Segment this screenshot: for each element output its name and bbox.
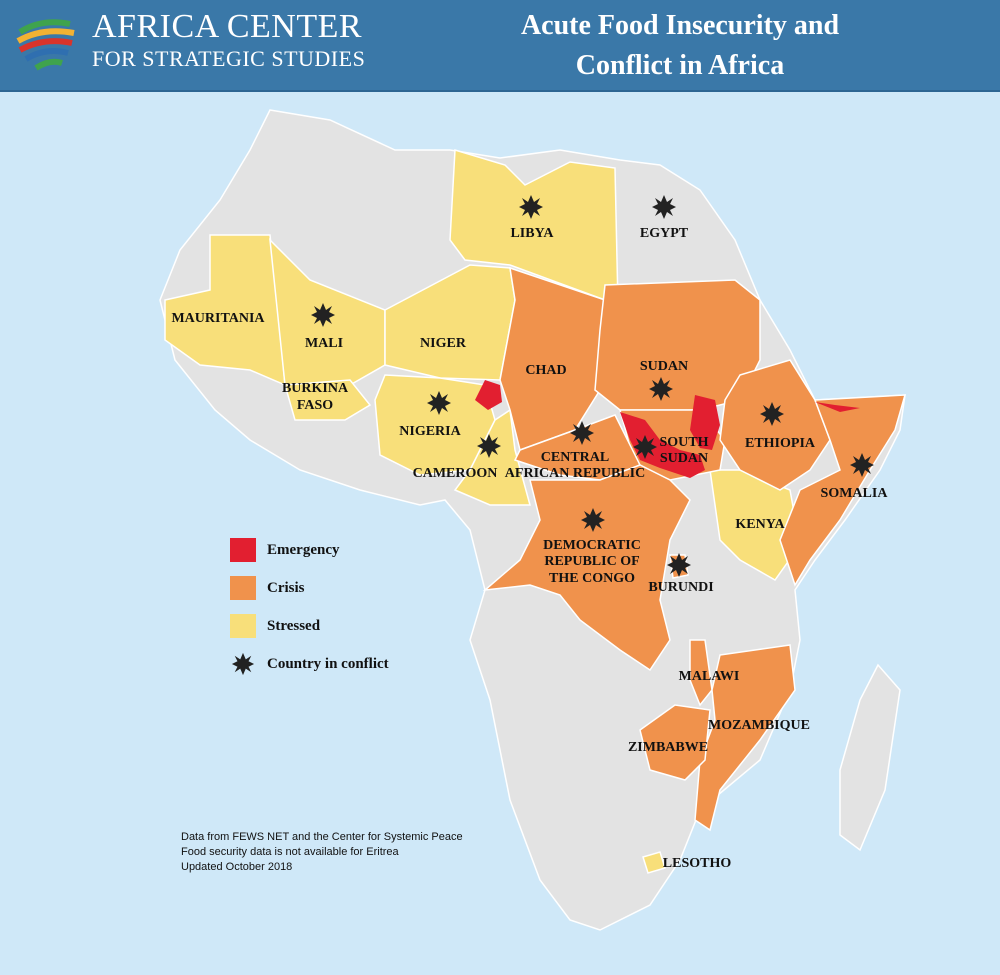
label-mali: MALI <box>305 336 343 351</box>
label-zimbabwe: ZIMBABWE <box>628 740 708 755</box>
legend-label-emergency: Emergency <box>267 542 340 558</box>
emergency-lake-chad <box>475 380 502 410</box>
conflict-star-cameroon-icon <box>477 434 501 458</box>
conflict-star-sudan-icon <box>649 377 673 401</box>
label-drc-2: REPUBLIC OF <box>544 554 639 569</box>
label-libya: LIBYA <box>510 226 554 241</box>
conflict-markers <box>311 195 874 577</box>
lesotho-region <box>642 851 666 874</box>
label-car-2: AFRICAN REPUBLIC <box>505 466 645 481</box>
title-line-2: Conflict in Africa <box>575 50 785 81</box>
conflict-star-ethiopia-icon <box>760 402 784 426</box>
stressed-swatch <box>230 614 256 638</box>
ethiopia-region <box>719 359 831 491</box>
label-drc-3: THE CONGO <box>549 571 635 586</box>
malawi-region <box>689 639 713 707</box>
note-source: Data from FEWS NET and the Center for Sy… <box>181 831 463 843</box>
label-mauritania: MAURITANIA <box>171 311 265 326</box>
label-ethiopia: ETHIOPIA <box>745 436 816 451</box>
label-south-sudan-2: SUDAN <box>660 451 708 466</box>
conflict-star-icon <box>231 652 255 676</box>
madagascar <box>839 663 901 852</box>
label-nigeria: NIGERIA <box>399 424 461 439</box>
header-banner: AFRICA CENTER FOR STRATEGIC STUDIES Acut… <box>0 0 1000 92</box>
label-burkina-1: BURKINA <box>282 381 349 396</box>
conflict-star-drc-icon <box>581 508 605 532</box>
conflict-star-car-icon <box>570 421 594 445</box>
label-burundi: BURUNDI <box>648 580 713 595</box>
drc-region <box>482 464 691 672</box>
note-updated: Updated October 2018 <box>181 861 293 873</box>
label-egypt: EGYPT <box>640 226 689 241</box>
label-somalia: SOMALIA <box>821 486 889 501</box>
legend-label-crisis: Crisis <box>267 580 305 596</box>
source-notes: Data from FEWS NET and the Center for Sy… <box>181 830 463 875</box>
label-burkina-2: FASO <box>297 398 333 413</box>
cameroon-region <box>453 408 531 506</box>
africa-logo-icon <box>16 19 75 71</box>
conflict-star-burundi-icon <box>667 553 691 577</box>
emergency-south-sudan-west <box>620 412 705 478</box>
mozambique-region <box>694 644 796 832</box>
conflict-star-libya-icon <box>519 195 543 219</box>
conflict-star-nigeria-icon <box>427 391 451 415</box>
label-car-1: CENTRAL <box>541 450 609 465</box>
label-chad: CHAD <box>525 363 566 378</box>
conflict-star-mali-icon <box>311 303 335 327</box>
legend-label-conflict: Country in conflict <box>267 656 389 672</box>
label-niger: NIGER <box>420 336 467 351</box>
burkina-region <box>284 379 372 421</box>
label-cameroon: CAMEROON <box>413 466 498 481</box>
title-line-1: Acute Food Insecurity and <box>520 10 840 41</box>
somalia-region <box>779 394 907 587</box>
map-title: Acute Food Insecurity and Conflict in Af… <box>480 6 880 86</box>
emergency-swatch <box>230 538 256 562</box>
country-labels: LIBYA EGYPT MAURITANIA MALI NIGER CHAD S… <box>171 226 888 871</box>
crisis-swatch <box>230 576 256 600</box>
label-lesotho: LESOTHO <box>663 856 732 871</box>
org-subtitle: FOR STRATEGIC STUDIES <box>92 46 366 71</box>
africa-map: LIBYA EGYPT MAURITANIA MALI NIGER CHAD S… <box>159 109 907 931</box>
emergency-south-sudan-east <box>690 395 720 450</box>
note-eritrea: Food security data is not available for … <box>181 846 399 858</box>
emergency-somalia-north <box>815 402 860 412</box>
sudan-region <box>594 279 761 411</box>
legend-label-stressed: Stressed <box>267 618 321 634</box>
conflict-star-egypt-icon <box>652 195 676 219</box>
label-sudan: SUDAN <box>640 359 688 374</box>
org-name: AFRICA CENTER <box>92 8 363 45</box>
conflict-star-south-sudan-icon <box>633 435 657 459</box>
label-mozambique: MOZAMBIQUE <box>708 718 810 733</box>
zimbabwe-region <box>639 704 711 781</box>
label-malawi: MALAWI <box>679 669 740 684</box>
label-south-sudan-1: SOUTH <box>659 435 708 450</box>
label-drc-1: DEMOCRATIC <box>543 538 641 553</box>
label-kenya: KENYA <box>735 517 785 532</box>
conflict-star-somalia-icon <box>850 453 874 477</box>
